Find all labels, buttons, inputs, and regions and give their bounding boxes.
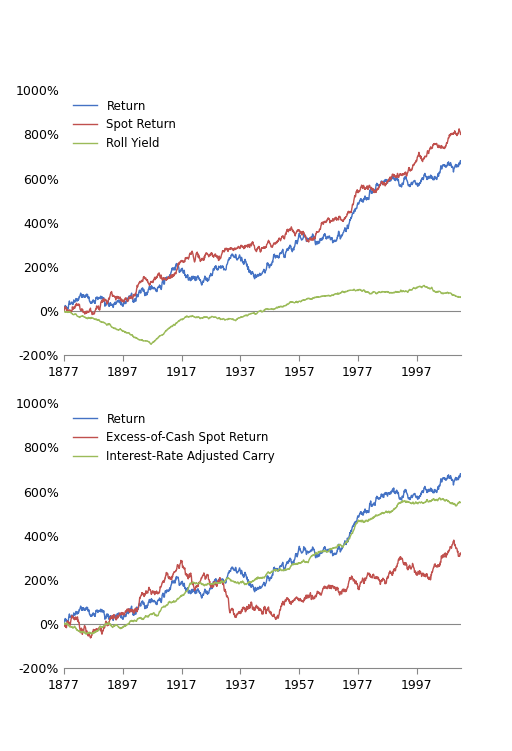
Roll Yield bbox=[189, 311, 195, 320]
Spot Return bbox=[70, 303, 76, 312]
Interest-Rate Adjusted Carry bbox=[439, 494, 445, 503]
Excess-of-Cash Spot Return bbox=[143, 589, 149, 598]
Return bbox=[395, 487, 401, 496]
Line: Return: Return bbox=[64, 161, 461, 311]
Excess-of-Cash Spot Return bbox=[395, 559, 401, 568]
Spot Return bbox=[380, 179, 387, 188]
Return bbox=[395, 174, 401, 183]
Return bbox=[70, 611, 76, 620]
Line: Roll Yield: Roll Yield bbox=[64, 285, 461, 344]
Spot Return bbox=[458, 130, 464, 139]
Interest-Rate Adjusted Carry bbox=[189, 579, 195, 588]
Excess-of-Cash Spot Return bbox=[70, 614, 76, 623]
Excess-of-Cash Spot Return bbox=[458, 549, 464, 558]
Spot Return bbox=[61, 306, 67, 315]
Spot Return bbox=[456, 125, 462, 134]
Roll Yield bbox=[380, 288, 387, 297]
Interest-Rate Adjusted Carry bbox=[70, 623, 76, 632]
Interest-Rate Adjusted Carry bbox=[395, 499, 401, 508]
Spot Return bbox=[189, 246, 195, 255]
Roll Yield bbox=[395, 288, 401, 297]
Interest-Rate Adjusted Carry bbox=[143, 611, 149, 620]
Legend: Return, Spot Return, Roll Yield: Return, Spot Return, Roll Yield bbox=[70, 96, 180, 154]
Interest-Rate Adjusted Carry bbox=[83, 629, 89, 638]
Interest-Rate Adjusted Carry bbox=[380, 508, 387, 517]
Excess-of-Cash Spot Return bbox=[189, 579, 195, 588]
Roll Yield bbox=[148, 339, 154, 348]
Return bbox=[439, 164, 445, 173]
Return bbox=[439, 478, 445, 487]
Legend: Return, Excess-of-Cash Spot Return, Interest-Rate Adjusted Carry: Return, Excess-of-Cash Spot Return, Inte… bbox=[70, 409, 279, 467]
Line: Interest-Rate Adjusted Carry: Interest-Rate Adjusted Carry bbox=[64, 498, 461, 634]
Return bbox=[61, 306, 67, 315]
Return bbox=[457, 469, 463, 478]
Excess-of-Cash Spot Return bbox=[439, 553, 445, 562]
Line: Spot Return: Spot Return bbox=[64, 129, 461, 315]
Interest-Rate Adjusted Carry bbox=[61, 620, 67, 629]
Roll Yield bbox=[458, 293, 464, 302]
Excess-of-Cash Spot Return bbox=[451, 535, 457, 544]
Return bbox=[143, 291, 149, 300]
Roll Yield bbox=[439, 288, 445, 297]
Roll Yield bbox=[421, 281, 427, 290]
Spot Return bbox=[143, 275, 149, 284]
Line: Excess-of-Cash Spot Return: Excess-of-Cash Spot Return bbox=[64, 540, 461, 638]
Interest-Rate Adjusted Carry bbox=[458, 498, 464, 507]
Return bbox=[458, 156, 464, 165]
Interest-Rate Adjusted Carry bbox=[436, 493, 442, 502]
Return bbox=[458, 469, 464, 478]
Spot Return bbox=[89, 310, 95, 319]
Return bbox=[189, 272, 195, 281]
Return bbox=[189, 585, 195, 594]
Spot Return bbox=[439, 142, 445, 151]
Roll Yield bbox=[61, 306, 67, 315]
Excess-of-Cash Spot Return bbox=[61, 620, 67, 629]
Roll Yield bbox=[143, 336, 149, 345]
Return bbox=[380, 177, 386, 186]
Excess-of-Cash Spot Return bbox=[380, 575, 387, 584]
Return bbox=[380, 490, 386, 499]
Return bbox=[61, 620, 67, 629]
Return bbox=[143, 604, 149, 613]
Return bbox=[457, 156, 463, 165]
Return bbox=[70, 297, 76, 306]
Excess-of-Cash Spot Return bbox=[88, 633, 94, 642]
Line: Return: Return bbox=[64, 474, 461, 624]
Roll Yield bbox=[70, 310, 76, 319]
Spot Return bbox=[395, 170, 401, 179]
